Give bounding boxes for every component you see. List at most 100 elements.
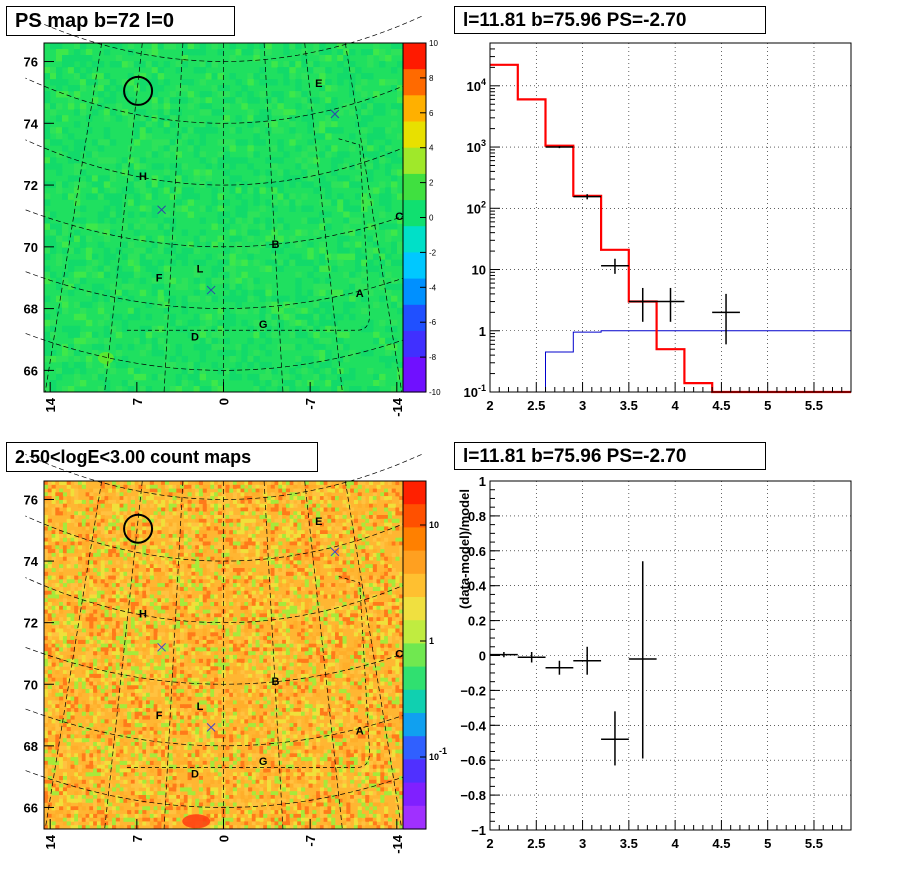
ps-map-pixel <box>56 103 63 110</box>
count-map-pixel <box>85 689 90 694</box>
ps-map-pixel <box>277 223 284 230</box>
count-map-pixel <box>316 583 321 588</box>
count-map-pixel <box>319 488 324 493</box>
count-map-pixel <box>78 598 83 603</box>
count-map-pixel <box>248 583 253 588</box>
count-map-pixel <box>44 560 49 565</box>
ps-colorbar-step <box>403 234 426 245</box>
count-map-pixel <box>221 534 226 539</box>
count-map-pixel <box>304 579 309 584</box>
count-map-pixel <box>285 636 290 641</box>
count-map-pixel <box>391 511 396 516</box>
count-map-pixel <box>180 670 185 675</box>
count-map-pixel <box>270 632 275 637</box>
count-map-pixel <box>346 655 351 660</box>
count-map-pixel <box>146 643 151 648</box>
count-map-pixel <box>285 518 290 523</box>
count-map-pixel <box>138 609 143 614</box>
count-map-pixel <box>316 598 321 603</box>
ps-map-pixel <box>343 175 350 182</box>
count-map-pixel <box>146 556 151 561</box>
ps-map-pixel <box>247 235 254 242</box>
count-map-pixel <box>270 537 275 542</box>
count-map-pixel <box>59 499 64 504</box>
count-map-pixel <box>255 583 260 588</box>
ps-map-pixel <box>85 115 93 122</box>
count-map-pixel <box>285 537 290 542</box>
count-map-pixel <box>236 537 241 542</box>
count-map-pixel <box>85 549 90 554</box>
count-map-pixel <box>316 541 321 546</box>
count-map-pixel <box>157 621 162 626</box>
count-map-pixel <box>55 624 60 629</box>
ps-map-pixel <box>187 373 194 381</box>
count-map-pixel <box>172 643 177 648</box>
count-map-pixel <box>372 564 377 569</box>
ps-map-pixel <box>367 169 374 176</box>
count-map-pixel <box>236 632 241 637</box>
count-map-pixel <box>161 586 166 591</box>
ps-map-pixel <box>56 277 63 285</box>
count-map-pixel <box>123 651 128 656</box>
count-map-pixel <box>93 552 98 557</box>
ps-map-pixel <box>247 73 254 80</box>
count-map-pixel <box>365 534 370 539</box>
ps-map-pixel <box>175 253 182 260</box>
count-map-pixel <box>255 534 260 539</box>
ps-map-pixel <box>271 259 278 266</box>
ps-map-pixel <box>313 133 320 140</box>
count-map-pixel <box>44 571 49 576</box>
count-map-pixel <box>180 507 185 512</box>
count-map-pixel <box>198 518 203 523</box>
ps-map-pixel <box>103 97 111 104</box>
count-map-pixel <box>240 647 245 652</box>
count-map-pixel <box>74 583 79 588</box>
count-map-pixel <box>70 579 75 584</box>
count-map-pixel <box>240 541 245 546</box>
ps-map-pixel <box>115 163 123 170</box>
count-map-pixel <box>112 583 117 588</box>
count-map-pixel <box>168 545 173 550</box>
count-map-pixel <box>123 515 128 520</box>
ps-map-pixel <box>193 343 200 351</box>
count-map-pixel <box>149 609 154 614</box>
count-map-pixel <box>183 651 188 656</box>
ps-map-pixel <box>235 235 242 242</box>
ps-map-pixel <box>199 283 206 291</box>
count-map-pixel <box>119 613 124 618</box>
ps-map-pixel <box>103 85 111 92</box>
count-map-pixel <box>119 594 124 599</box>
ps-map-pixel <box>295 380 302 387</box>
count-map-pixel <box>142 658 147 663</box>
count-map-pixel <box>293 560 298 565</box>
count-map-pixel <box>130 564 135 569</box>
count-map-pixel <box>85 658 90 663</box>
count-map-pixel <box>395 670 400 675</box>
ps-map-pixel <box>56 259 63 266</box>
count-map-pixel <box>372 677 377 682</box>
count-map-pixel <box>198 624 203 629</box>
ps-map-pixel <box>97 307 105 315</box>
count-map-pixel <box>338 488 343 493</box>
count-map-pixel <box>146 598 151 603</box>
count-map-pixel <box>157 639 162 644</box>
count-map-pixel <box>259 613 264 618</box>
count-map-pixel <box>372 602 377 607</box>
ps-map-pixel <box>44 97 51 104</box>
count-map-pixel <box>168 534 173 539</box>
count-map-pixel <box>327 673 332 678</box>
count-map-pixel <box>301 602 306 607</box>
count-map-pixel <box>142 590 147 595</box>
count-map-pixel <box>342 643 347 648</box>
count-map-pixel <box>353 681 358 686</box>
count-map-pixel <box>297 647 302 652</box>
count-map-pixel <box>331 617 336 622</box>
count-map-pixel <box>353 590 358 595</box>
ps-map-pixel <box>193 380 200 387</box>
count-map-pixel <box>168 507 173 512</box>
count-map-pixel <box>191 647 196 652</box>
count-map-pixel <box>81 670 86 675</box>
count-map-pixel <box>361 515 366 520</box>
count-map-pixel <box>172 602 177 607</box>
count-map-pixel <box>308 670 313 675</box>
